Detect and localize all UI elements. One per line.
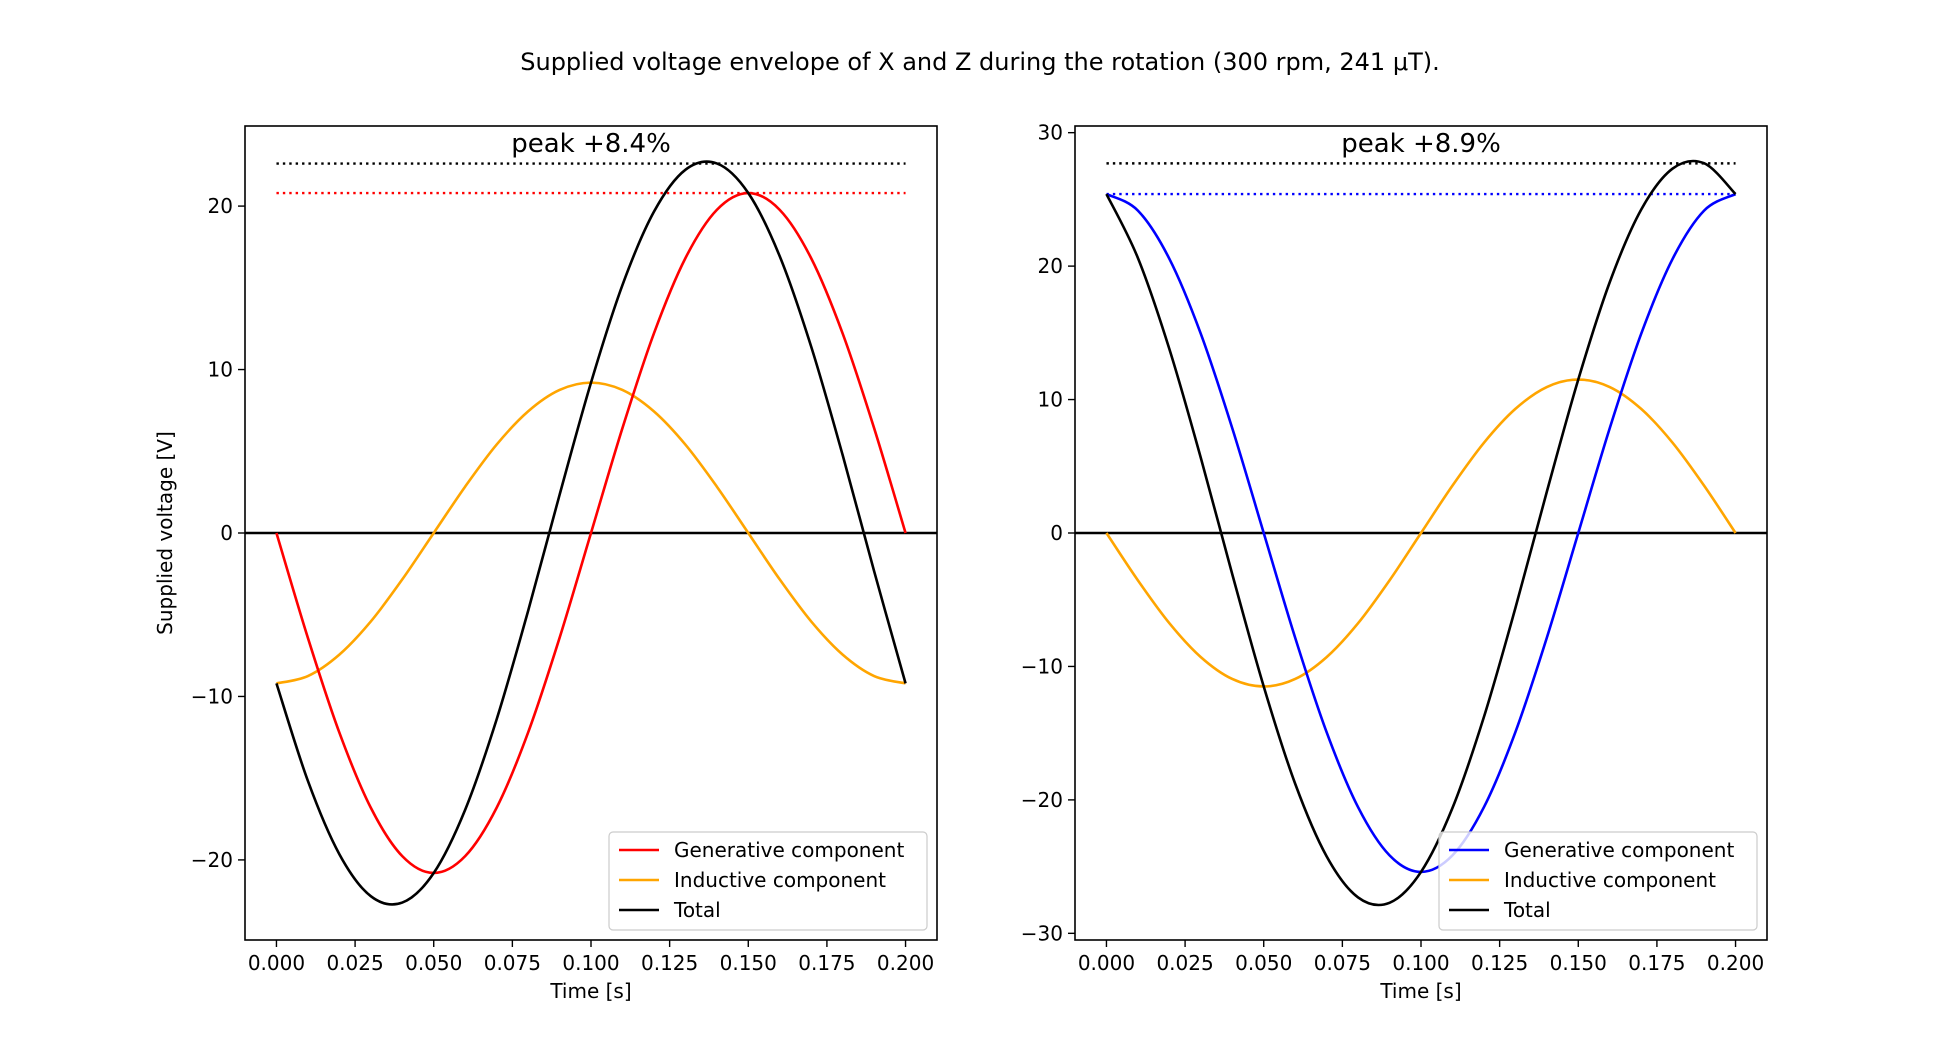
legend: Generative component Inductive component T… xyxy=(608,831,928,931)
x-tick-label: 0.200 xyxy=(1707,951,1764,975)
legend-label: Generative component xyxy=(1504,838,1734,862)
series-line-inductive-component xyxy=(1105,378,1737,688)
x-tick-label: 0.000 xyxy=(1078,951,1135,975)
plot-area xyxy=(245,160,937,906)
x-tick-label: 0.175 xyxy=(1628,951,1685,975)
x-tick-label: 0.075 xyxy=(1314,951,1371,975)
y-tick-label: 0 xyxy=(220,521,233,545)
y-tick-label: −20 xyxy=(1021,788,1063,812)
legend-box xyxy=(1438,831,1758,931)
series-line-total xyxy=(275,160,907,906)
peak-annotation: peak +8.4% xyxy=(511,129,671,159)
y-tick-label: 0 xyxy=(1050,521,1063,545)
y-tick-label: −20 xyxy=(191,848,233,872)
plot-area xyxy=(1075,159,1767,907)
y-tick-label: 20 xyxy=(1038,254,1063,278)
x-axis-label: Time [s] xyxy=(1379,979,1461,1003)
y-tick-label: 20 xyxy=(208,194,233,218)
peak-annotation: peak +8.9% xyxy=(1341,129,1501,159)
y-axis-label: Supplied voltage [V] xyxy=(153,431,177,635)
x-tick-label: 0.025 xyxy=(326,951,383,975)
left-panel: 0.000 0.025 0.050 0.075 0.100 0.125 0.150 0.175… xyxy=(153,125,938,1003)
x-tick-label: 0.075 xyxy=(484,951,541,975)
legend-label: Inductive component xyxy=(674,868,886,892)
legend: Generative component Inductive component T… xyxy=(1438,831,1758,931)
legend-label: Total xyxy=(1503,898,1551,922)
y-tick-label: −10 xyxy=(1021,654,1063,678)
y-tick-label: −30 xyxy=(1021,921,1063,945)
y-tick-label: 10 xyxy=(1038,388,1063,412)
y-tick-label: 10 xyxy=(208,358,233,382)
x-tick-label: 0.150 xyxy=(720,951,777,975)
x-tick-label: 0.200 xyxy=(877,951,934,975)
x-axis-label: Time [s] xyxy=(549,979,631,1003)
x-tick-label: 0.100 xyxy=(562,951,619,975)
series-line-generative-component xyxy=(275,191,907,875)
x-tick-label: 0.125 xyxy=(641,951,698,975)
x-tick-label: 0.050 xyxy=(405,951,462,975)
series-line-total xyxy=(1105,159,1737,907)
legend-label: Total xyxy=(673,898,721,922)
x-tick-label: 0.025 xyxy=(1156,951,1213,975)
legend-label: Generative component xyxy=(674,838,904,862)
legend-box xyxy=(608,831,928,931)
x-tick-label: 0.175 xyxy=(798,951,855,975)
legend-label: Inductive component xyxy=(1504,868,1716,892)
x-tick-label: 0.050 xyxy=(1235,951,1292,975)
x-tick-label: 0.100 xyxy=(1392,951,1449,975)
x-tick-label: 0.150 xyxy=(1550,951,1607,975)
figure-title: Supplied voltage envelope of X and Z dur… xyxy=(520,48,1440,76)
x-tick-label: 0.125 xyxy=(1471,951,1528,975)
y-tick-label: −10 xyxy=(191,684,233,708)
x-tick-label: 0.000 xyxy=(248,951,305,975)
y-tick-label: 30 xyxy=(1038,121,1063,145)
right-panel: 0.000 0.025 0.050 0.075 0.100 0.125 0.150 0.175… xyxy=(1021,121,1768,1003)
